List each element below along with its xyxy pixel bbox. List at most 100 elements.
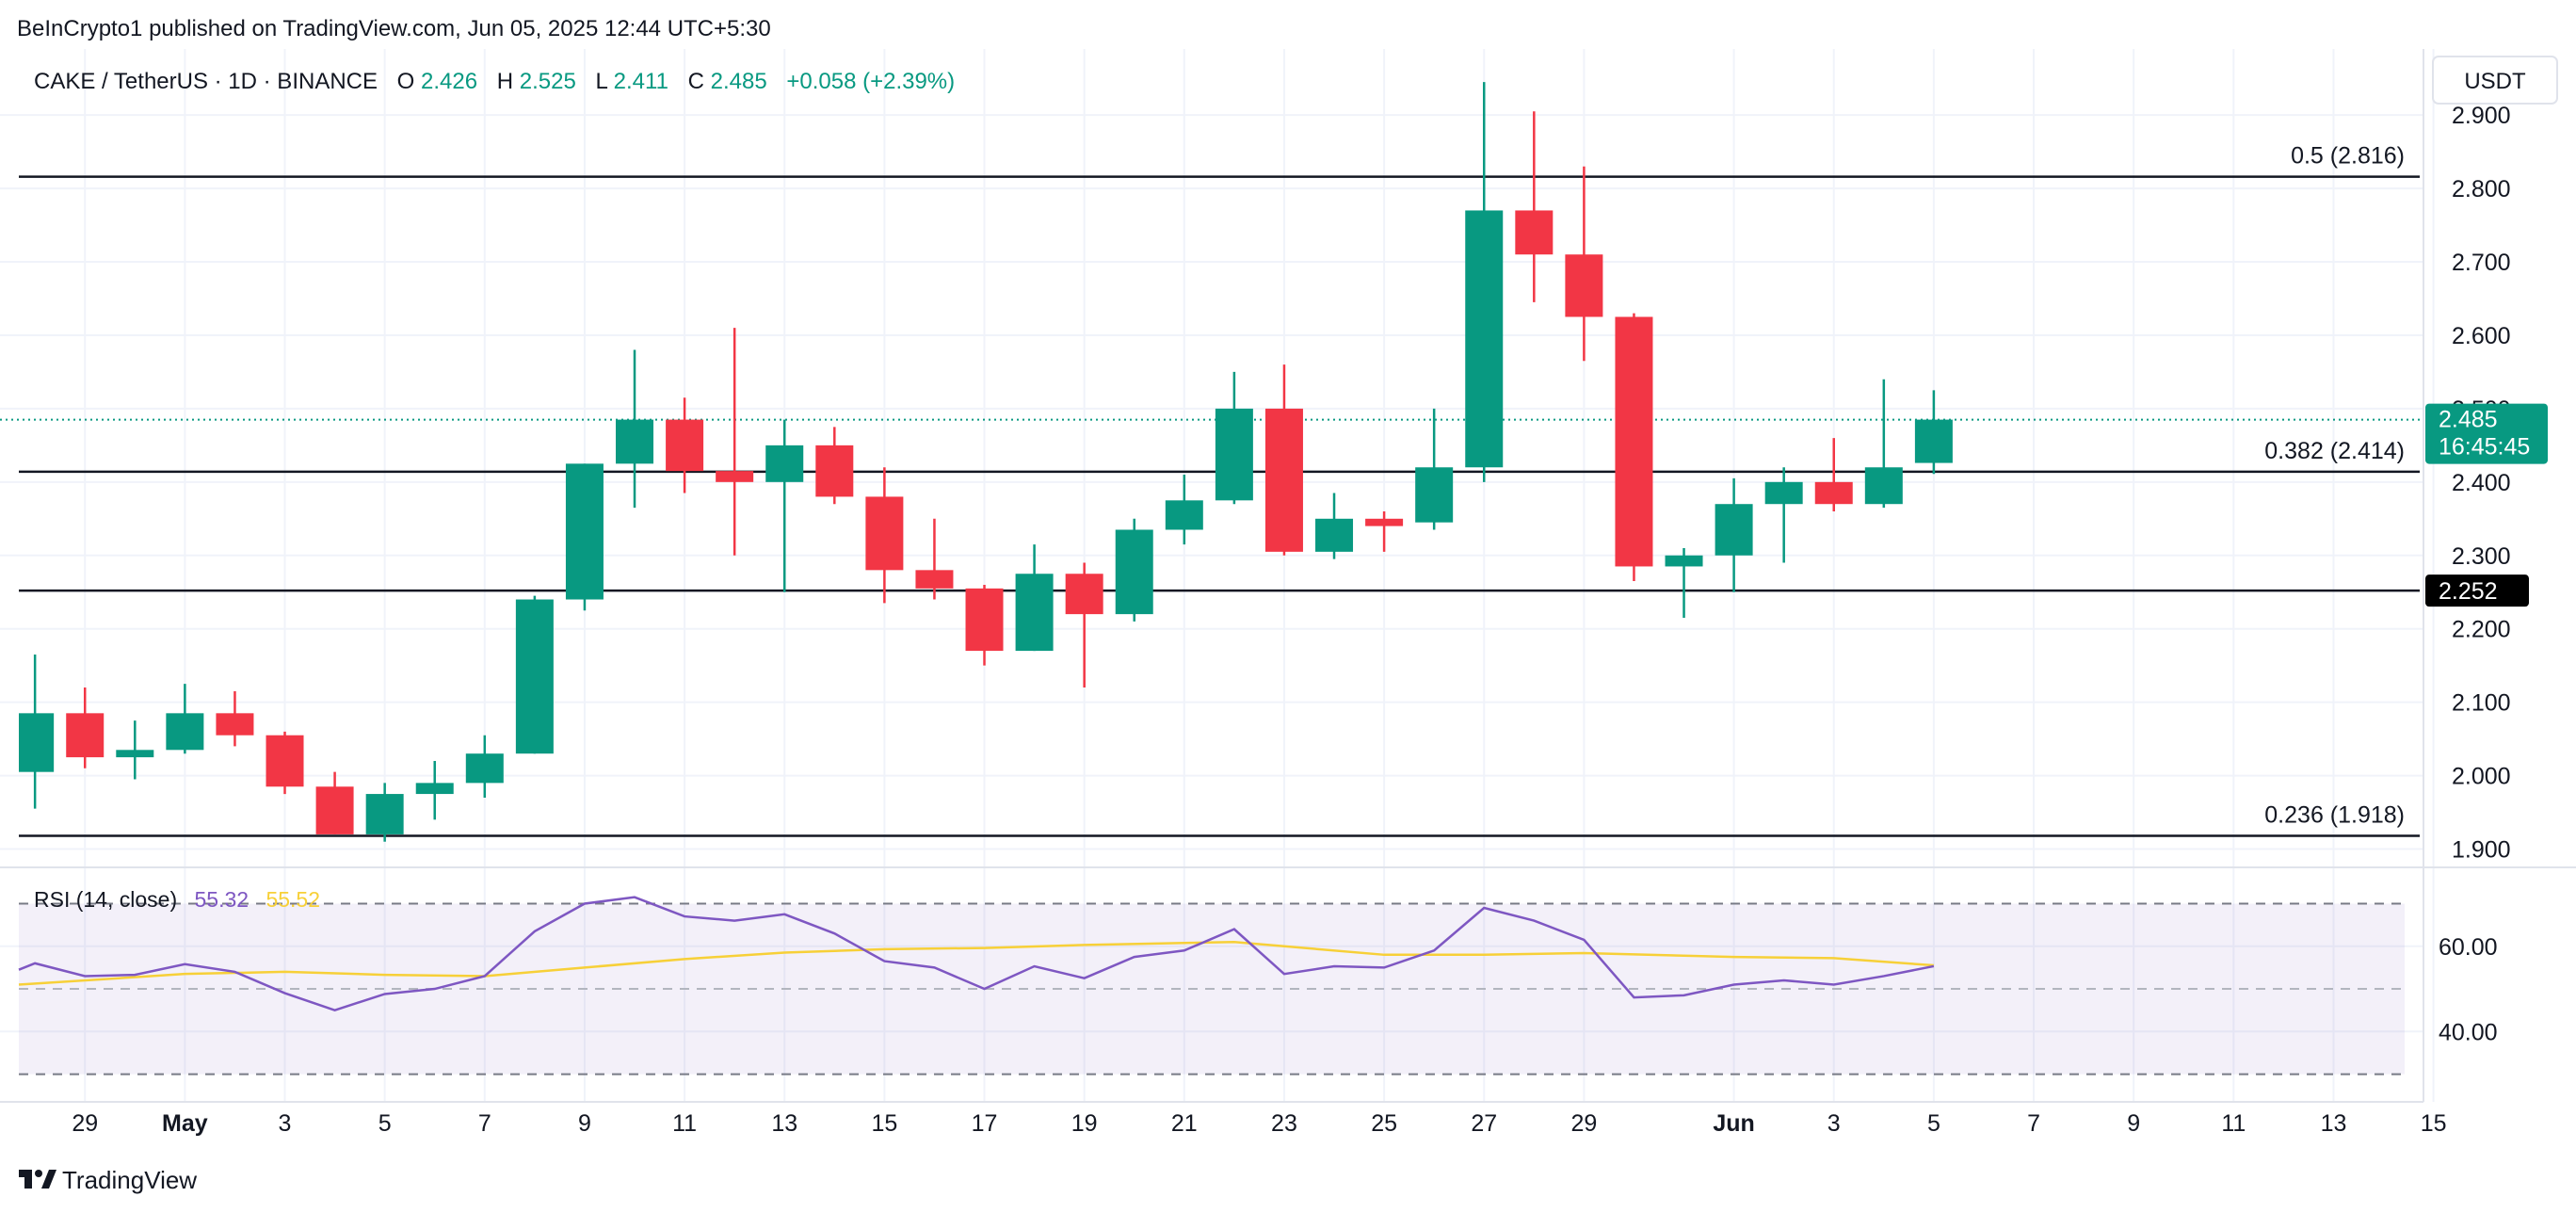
time-tick-label: 7 <box>2027 1110 2040 1137</box>
candle-body <box>1665 555 1703 567</box>
candle[interactable] <box>1065 562 1103 688</box>
candle-body <box>1215 408 1253 501</box>
candle[interactable] <box>1764 467 1803 563</box>
candle[interactable] <box>565 463 604 611</box>
candle[interactable] <box>1415 408 1454 530</box>
candle[interactable] <box>1515 111 1554 302</box>
candle[interactable] <box>1315 493 1354 559</box>
candle[interactable] <box>66 687 105 768</box>
rsi-lines <box>18 896 1935 1011</box>
candle-body <box>1715 504 1753 556</box>
rsi-legend[interactable]: RSI (14, close) 55.32 55.52 <box>34 887 320 912</box>
currency-button[interactable]: USDT <box>2432 56 2558 105</box>
tradingview-logo-icon <box>19 1170 56 1189</box>
candle[interactable] <box>1914 390 1953 475</box>
candle[interactable] <box>1015 544 1054 652</box>
candle[interactable] <box>216 690 254 747</box>
rsi-title: RSI (14, close) <box>34 887 177 912</box>
candle[interactable] <box>266 731 304 795</box>
candle[interactable] <box>415 760 454 820</box>
close-label: C <box>688 69 704 94</box>
level-label: 0.5 (2.816) <box>2291 143 2405 170</box>
low-value: 2.411 <box>614 69 668 94</box>
time-tick-label: 3 <box>279 1110 292 1137</box>
candle-body <box>1165 500 1203 530</box>
time-tick-label: 13 <box>2321 1110 2347 1137</box>
time-tick-label: 29 <box>72 1110 98 1137</box>
tradingview-brand: TradingView <box>62 1166 197 1194</box>
support-price-value: 2.252 <box>2439 578 2498 605</box>
candle[interactable] <box>666 397 704 493</box>
candle-body <box>1515 210 1554 255</box>
symbol-legend[interactable]: CAKE / TetherUS · 1D · BINANCE O 2.426 H… <box>34 69 955 94</box>
candle-body <box>1065 574 1103 615</box>
candle[interactable] <box>865 467 904 604</box>
price-tick-label: 2.300 <box>2452 543 2511 570</box>
candle-body <box>1115 529 1153 615</box>
candle[interactable] <box>1165 475 1203 545</box>
high-value: 2.525 <box>520 69 576 94</box>
support-price-badge-bg <box>2425 574 2529 607</box>
symbol-title: CAKE / TetherUS · 1D · BINANCE <box>34 69 378 94</box>
candle-body <box>565 463 604 600</box>
price-tick-label: 2.900 <box>2452 103 2511 129</box>
candle-body <box>116 750 154 758</box>
candle-body <box>915 570 954 589</box>
candle[interactable] <box>315 771 354 834</box>
candle[interactable] <box>515 595 554 754</box>
rsi-band <box>19 902 2405 1076</box>
fibonacci-levels: 0.5 (2.816) 0.382 (2.414) 0.236 (1.918) <box>0 143 2423 837</box>
price-tick-label: 2.100 <box>2452 690 2511 717</box>
candle-body <box>865 496 904 571</box>
candlesticks[interactable] <box>19 82 1953 842</box>
rsi-tick-label: 60.00 <box>2439 934 2498 961</box>
candle[interactable] <box>1665 547 1703 619</box>
tradingview-logo[interactable]: TradingView <box>19 1166 197 1194</box>
candle-body <box>765 445 804 482</box>
candle[interactable] <box>19 654 55 809</box>
candle-body <box>1814 481 1853 505</box>
grid <box>0 49 2435 1102</box>
time-tick-label: 7 <box>478 1110 491 1137</box>
candle[interactable] <box>365 783 404 842</box>
candle[interactable] <box>616 349 654 509</box>
low-label: L <box>596 69 608 94</box>
candle[interactable] <box>765 419 804 592</box>
candle[interactable] <box>116 720 154 780</box>
open-label: O <box>397 69 415 94</box>
price-tick-label: 2.200 <box>2452 617 2511 643</box>
candle[interactable] <box>1215 371 1253 505</box>
candle-body <box>1015 574 1054 652</box>
price-tick-label: 2.800 <box>2452 176 2511 202</box>
candle-body <box>166 713 204 751</box>
current-price-badge-bg <box>2425 403 2548 464</box>
time-tick-label: 15 <box>2421 1110 2447 1137</box>
candle[interactable] <box>1864 379 1903 509</box>
open-value: 2.426 <box>421 69 477 94</box>
candle[interactable] <box>1715 477 1753 592</box>
level-label: 0.382 (2.414) <box>2264 438 2405 464</box>
candle[interactable] <box>815 427 854 505</box>
candle[interactable] <box>1115 518 1153 622</box>
candle-body <box>666 419 704 472</box>
candle[interactable] <box>465 735 504 798</box>
candle[interactable] <box>716 328 754 556</box>
candle[interactable] <box>1814 438 1853 512</box>
candle[interactable] <box>1615 313 1653 582</box>
candle[interactable] <box>166 684 204 754</box>
candle[interactable] <box>1565 166 1603 362</box>
price-tick-label: 2.400 <box>2452 470 2511 496</box>
candle[interactable] <box>965 584 1004 666</box>
current-price-value: 2.485 <box>2439 407 2498 433</box>
candle-body <box>216 713 254 736</box>
candle[interactable] <box>1365 511 1404 552</box>
time-tick-label: 27 <box>1471 1110 1497 1137</box>
candle[interactable] <box>915 518 954 600</box>
candle[interactable] <box>1465 82 1504 482</box>
price-tick-label: 2.700 <box>2452 250 2511 276</box>
time-tick-label: 25 <box>1371 1110 1397 1137</box>
time-tick-label: 15 <box>871 1110 897 1137</box>
candle[interactable] <box>1264 364 1303 556</box>
